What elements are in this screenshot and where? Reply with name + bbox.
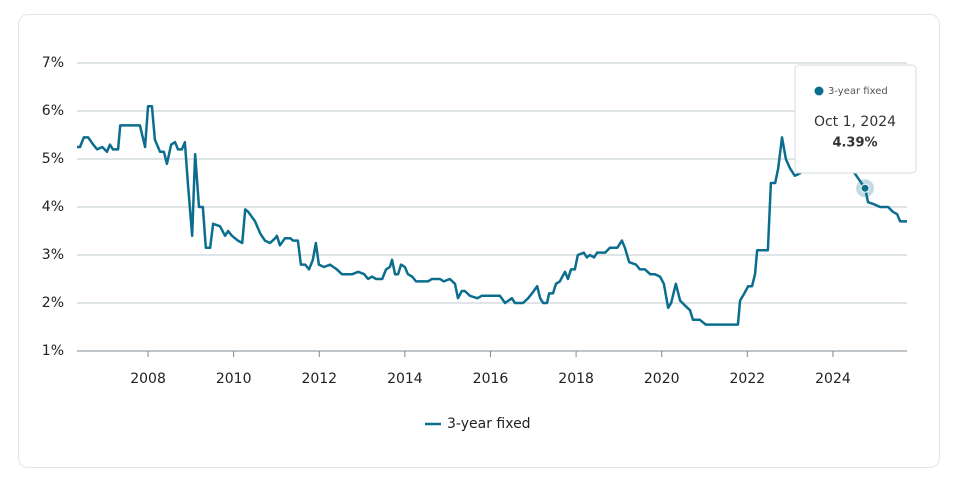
y-tick-label: 4% [42,199,64,215]
y-tick-label: 3% [42,247,64,263]
x-tick-label: 2014 [387,371,423,387]
y-tick-label: 5% [42,151,64,167]
tooltip-date: Oct 1, 2024 [814,114,896,130]
tooltip-point [860,183,870,193]
legend-label: 3-year fixed [447,416,531,432]
chart-card [18,14,940,468]
x-tick-label: 2010 [216,371,252,387]
y-tick-label: 2% [42,295,64,311]
y-tick-label: 1% [42,343,64,359]
tooltip-swatch [814,86,824,96]
series-line [77,104,907,326]
tooltip-series: 3-year fixed [828,86,888,97]
x-tick-label: 2020 [644,371,680,387]
x-tick-label: 2024 [815,371,851,387]
tooltip-box [794,64,917,174]
y-tick-label: 7% [42,55,64,71]
x-tick-label: 2012 [301,371,337,387]
x-tick-label: 2022 [730,371,766,387]
y-tick-label: 6% [42,103,64,119]
tooltip: 3-year fixed Oct 1, 2024 4.39% [794,64,917,174]
x-tick-label: 2018 [558,371,594,387]
x-tick-label: 2008 [130,371,166,387]
x-tick-label: 2016 [473,371,509,387]
tooltip-value: 4.39% [832,136,877,151]
